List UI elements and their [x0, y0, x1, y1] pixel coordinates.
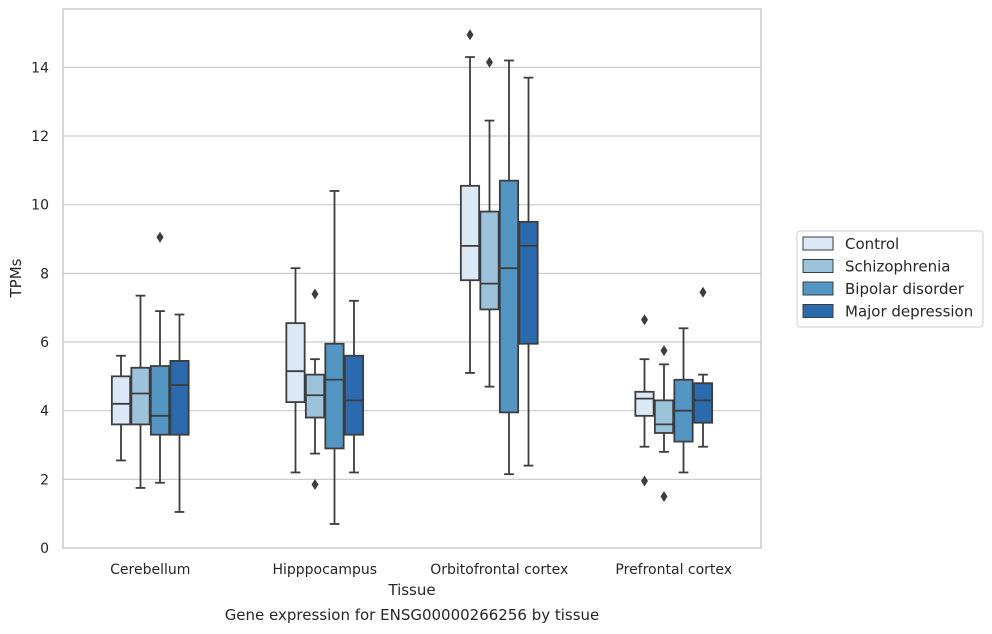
- box-body: [634, 390, 655, 417]
- box-control: [285, 267, 306, 474]
- box-major-depression: [343, 299, 365, 474]
- box-control: [110, 354, 132, 462]
- legend-label: Bipolar disorder: [845, 280, 965, 298]
- box-major-depression: [169, 313, 190, 513]
- legend-swatch: [802, 304, 834, 318]
- outlier-point: [466, 29, 474, 41]
- box-major-depression: [692, 286, 714, 448]
- x-tick-label: Cerebellum: [110, 562, 190, 578]
- box-bipolar-disorder: [149, 231, 171, 484]
- legend-label: Schizophrenia: [845, 258, 950, 276]
- box-body: [692, 382, 714, 424]
- outlier-point: [641, 475, 648, 487]
- box-schizophrenia: [304, 288, 326, 490]
- box-body: [324, 342, 345, 450]
- box-major-depression: [518, 76, 539, 467]
- y-tick-label: 4: [40, 404, 49, 420]
- box-schizophrenia: [479, 56, 500, 388]
- outlier-point: [311, 288, 319, 300]
- y-tick-label: 6: [40, 335, 49, 351]
- x-tick-labels: Cerebellum Hipppocampus Orbitofrontal cort…: [110, 562, 732, 578]
- box-body: [149, 365, 171, 436]
- box-body: [479, 210, 500, 311]
- legend: Control Schizophrenia Bipolar disorder Majo…: [796, 230, 984, 328]
- box-body: [459, 184, 481, 282]
- y-axis-label: TPMs: [7, 258, 25, 298]
- y-tick-label: 2: [40, 472, 49, 488]
- legend-swatch: [802, 259, 834, 273]
- y-tick-label: 8: [40, 266, 49, 282]
- outlier-point: [641, 314, 648, 326]
- box-body: [110, 375, 132, 426]
- box-control: [634, 314, 655, 487]
- y-tick-label: 14: [31, 60, 49, 76]
- box-body: [285, 322, 306, 403]
- y-tick-labels: 0 2 4 6 8 10 12 14: [31, 60, 49, 557]
- plot-frame: [62, 8, 762, 549]
- box-bipolar-disorder: [673, 327, 694, 474]
- outlier-point: [660, 491, 668, 503]
- plot-area: [110, 29, 714, 525]
- box-body: [169, 359, 190, 436]
- box-bipolar-disorder: [498, 59, 520, 476]
- legend-label: Major depression: [845, 303, 973, 321]
- outlier-point: [486, 56, 493, 68]
- x-axis-label: Tissue: [387, 581, 435, 599]
- y-tick-label: 0: [40, 541, 49, 557]
- outlier-point: [311, 478, 319, 490]
- box-body: [130, 366, 151, 426]
- box-schizophrenia: [653, 345, 675, 503]
- legend-swatch: [802, 236, 834, 251]
- box-body: [343, 354, 365, 436]
- x-tick-label: Orbitofrontal cortex: [430, 562, 568, 578]
- x-tick-label: Prefrontal cortex: [615, 562, 732, 578]
- outlier-point: [660, 345, 668, 357]
- legend-label: Control: [845, 235, 899, 253]
- legend-swatch: [802, 281, 834, 296]
- box-bipolar-disorder: [324, 190, 345, 525]
- box-control: [459, 29, 481, 374]
- box-body: [498, 179, 520, 414]
- figure-caption: Gene expression for ENSG00000266256 by t…: [224, 606, 600, 624]
- outlier-point: [156, 231, 164, 243]
- box-body: [653, 399, 675, 434]
- y-tick-label: 10: [31, 198, 49, 214]
- legend-frame: [796, 230, 984, 328]
- box-schizophrenia: [130, 294, 151, 489]
- outlier-point: [699, 286, 707, 298]
- box-body: [518, 220, 539, 345]
- y-tick-label: 12: [31, 129, 49, 145]
- x-tick-label: Hipppocampus: [272, 562, 377, 578]
